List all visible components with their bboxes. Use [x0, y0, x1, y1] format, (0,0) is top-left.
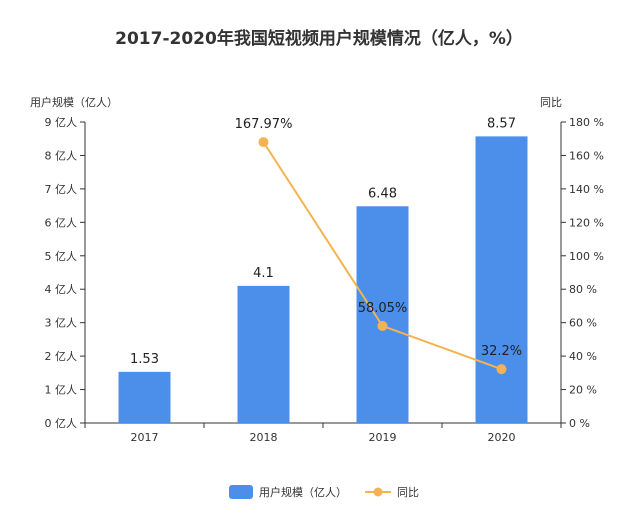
left-tick-label: 8 亿人 — [45, 149, 78, 162]
line-point — [496, 364, 507, 375]
x-tick-label: 2018 — [250, 431, 278, 444]
left-tick-label: 6 亿人 — [45, 216, 78, 229]
right-tick-label: 100 % — [569, 250, 604, 263]
left-tick-label: 1 亿人 — [45, 384, 78, 397]
bar-series — [118, 136, 528, 423]
legend[interactable]: 用户规模（亿人） 同比 — [229, 485, 419, 499]
right-axis-label: 同比 — [540, 96, 562, 109]
legend-swatch-bar[interactable] — [229, 485, 253, 499]
data-labels: 1.53 4.1 6.48 8.57 167.97% 58.05% 32.2% — [130, 116, 522, 366]
line-series — [258, 137, 507, 375]
left-tick-label: 7 亿人 — [45, 183, 78, 196]
bar — [356, 206, 409, 423]
right-tick-label: 160 % — [569, 149, 604, 162]
line-data-label: 58.05% — [358, 301, 408, 316]
line-point — [377, 320, 388, 331]
bar — [475, 136, 528, 423]
left-tick-label: 9 亿人 — [45, 116, 78, 129]
right-tick-label: 40 % — [569, 350, 597, 363]
right-tick-label: 80 % — [569, 283, 597, 296]
left-axis-label: 用户规模（亿人） — [30, 95, 118, 109]
right-tick-label: 0 % — [569, 417, 590, 430]
x-tick-label: 2017 — [131, 431, 159, 444]
bar-data-label: 8.57 — [487, 116, 516, 131]
bar-data-label: 6.48 — [368, 186, 397, 201]
right-tick-label: 180 % — [569, 116, 604, 129]
bar-data-label: 4.1 — [253, 266, 274, 281]
right-axis: 0 % 20 % 40 % 60 % 80 % 100 % 120 % 140 % 160 % 1… — [560, 116, 604, 430]
line-data-label: 167.97% — [235, 117, 293, 132]
bar — [118, 371, 171, 423]
bar — [237, 285, 290, 423]
right-tick-label: 60 % — [569, 317, 597, 330]
legend-label-line[interactable]: 同比 — [397, 486, 419, 499]
legend-label-bar[interactable]: 用户规模（亿人） — [259, 485, 347, 499]
right-tick-label: 120 % — [569, 216, 604, 229]
left-tick-label: 4 亿人 — [45, 283, 78, 296]
right-tick-label: 140 % — [569, 183, 604, 196]
line-data-label: 32.2% — [481, 344, 522, 359]
legend-swatch-marker[interactable] — [373, 487, 383, 497]
right-tick-label: 20 % — [569, 384, 597, 397]
left-tick-label: 2 亿人 — [45, 350, 78, 363]
line-point — [258, 137, 269, 148]
left-tick-label: 5 亿人 — [45, 250, 78, 263]
x-tick-label: 2019 — [369, 431, 397, 444]
x-axis: 2017 2018 2019 2020 — [84, 422, 562, 444]
left-axis: 0 亿人 1 亿人 2 亿人 3 亿人 4 亿人 5 亿人 6 亿人 7 亿人 8 亿人 9 亿人 — [45, 116, 86, 430]
x-tick-label: 2020 — [488, 431, 516, 444]
chart-title: 2017-2020年我国短视频用户规模情况（亿人，%） — [115, 28, 523, 49]
left-tick-label: 0 亿人 — [45, 417, 78, 430]
bar-data-label: 1.53 — [130, 352, 159, 367]
left-tick-label: 3 亿人 — [45, 317, 78, 330]
